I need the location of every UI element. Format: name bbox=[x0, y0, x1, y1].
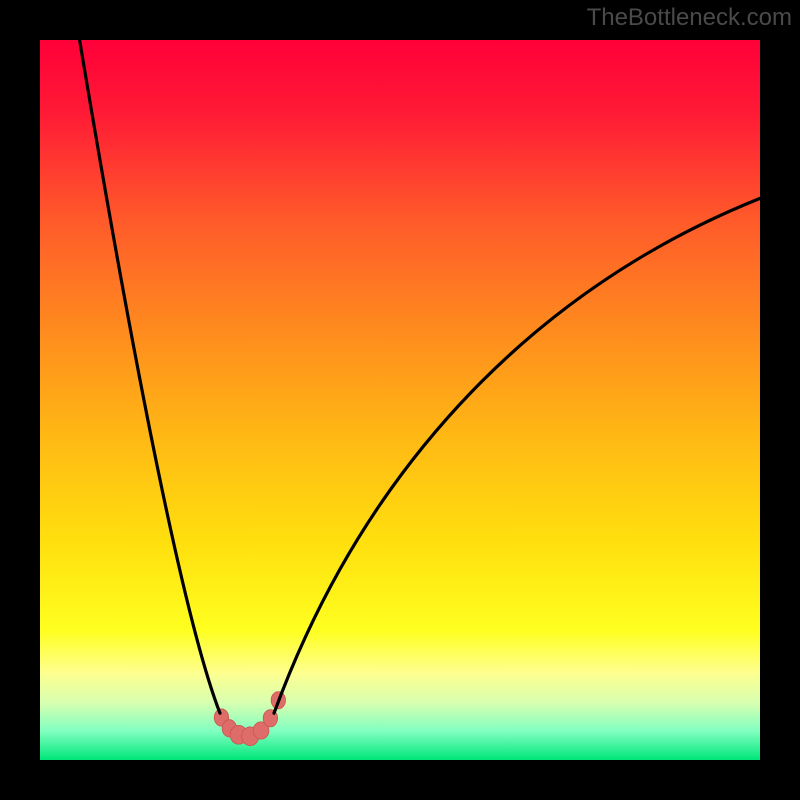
gradient-background bbox=[40, 40, 760, 760]
watermark-text: TheBottleneck.com bbox=[587, 4, 792, 32]
line-chart bbox=[40, 40, 760, 760]
chart-frame: TheBottleneck.com bbox=[0, 0, 800, 800]
plot-area bbox=[40, 40, 760, 760]
